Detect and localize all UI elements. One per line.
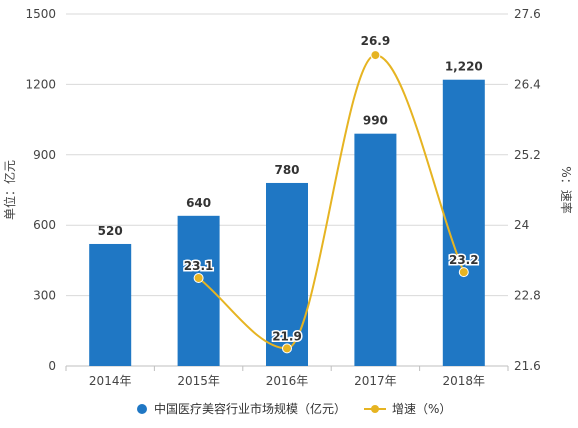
axes: 0 300 600 900 1200 1500 21.6 22.8 24 25.2 26.4 27.6… — [2, 7, 574, 388]
legend: 中国医疗美容行业市场规模（亿元） 增速（%） — [137, 401, 451, 416]
bar-value-label: 780 — [274, 163, 299, 177]
growth-rate-line — [197, 54, 465, 350]
bar-value-label: 520 — [98, 224, 123, 238]
y-tick-label-left: 600 — [33, 218, 56, 232]
y-axis-title-left: 单位：亿元 — [2, 160, 17, 220]
legend-marker-bar — [137, 404, 147, 414]
legend-marker-line — [371, 405, 379, 413]
y-tick-label-left: 0 — [48, 359, 56, 373]
y-tick-label-right: 25.2 — [514, 148, 541, 162]
data-labels: 520 640 780 990 1,220 23.1 21.9 26.9 23.2 — [98, 33, 483, 345]
x-tick-label: 2018年 — [443, 374, 486, 388]
bar-value-label: 640 — [186, 196, 211, 210]
line-value-label: 21.9 — [272, 329, 302, 343]
line-point — [458, 267, 469, 278]
bar — [89, 243, 132, 366]
bar — [266, 182, 308, 366]
bar — [354, 133, 397, 366]
y-tick-label-right: 26.4 — [514, 77, 541, 91]
y-axis-title-right: %：速率 — [559, 166, 574, 213]
x-tick-label: 2014年 — [89, 374, 132, 388]
y-tick-label-left: 900 — [33, 148, 56, 162]
bar-series — [89, 79, 485, 366]
bar-value-label: 990 — [363, 114, 388, 128]
line-value-label: 23.2 — [449, 253, 479, 267]
y-tick-label-right: 24 — [514, 218, 529, 232]
line-point — [370, 50, 381, 61]
x-tick-label: 2017年 — [354, 374, 397, 388]
y-tick-label-left: 1500 — [25, 7, 56, 21]
line-value-label: 23.1 — [184, 259, 214, 273]
legend-label-bar: 中国医疗美容行业市场规模（亿元） — [154, 401, 346, 416]
y-tick-label-right: 21.6 — [514, 359, 541, 373]
bar-value-label: 1,220 — [445, 60, 483, 74]
x-tick-label: 2015年 — [177, 374, 220, 388]
line-value-label: 26.9 — [361, 34, 391, 48]
bar — [442, 79, 485, 366]
line-point — [282, 343, 292, 354]
legend-label-line: 增速（%） — [392, 402, 451, 416]
line-point — [193, 273, 204, 283]
gridlines — [66, 13, 508, 297]
y-tick-label-left: 1200 — [25, 77, 56, 91]
y-tick-label-left: 300 — [33, 289, 56, 303]
y-tick-label-right: 22.8 — [514, 289, 541, 303]
line-series — [193, 50, 469, 354]
x-tick-label: 2016年 — [266, 374, 309, 388]
y-tick-label-right: 27.6 — [514, 7, 541, 21]
